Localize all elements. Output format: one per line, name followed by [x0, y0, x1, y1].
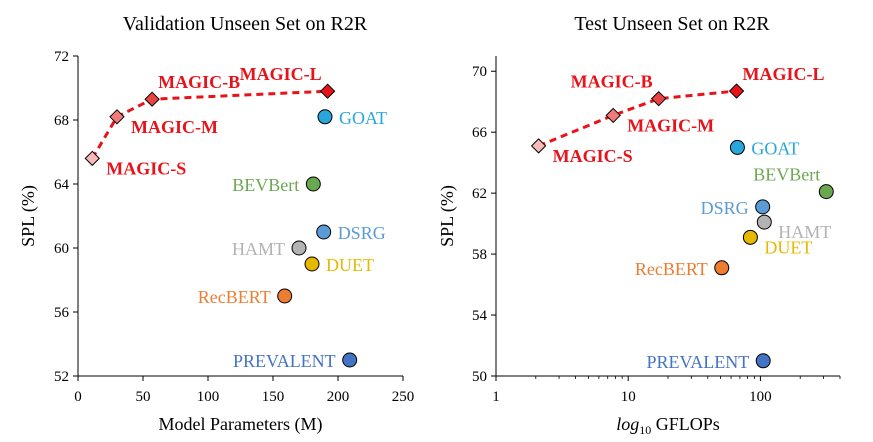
point-label-prevalent: PREVALENT: [647, 352, 750, 372]
y-tick-label: 72: [54, 49, 69, 65]
point-hamt: [291, 240, 307, 256]
chart-title: Validation Unseen Set on R2R: [123, 13, 368, 35]
y-tick-label: 60: [54, 241, 69, 257]
point-label-goat: GOAT: [751, 138, 799, 158]
point-label-magic-b: MAGIC-B: [158, 72, 240, 92]
x-tick-label: 100: [197, 389, 220, 405]
x-tick-label: 150: [262, 389, 285, 405]
point-label-recbert: RecBERT: [198, 287, 271, 307]
point-magic-s: [84, 150, 101, 167]
x-tick-label: 50: [136, 389, 151, 405]
y-tick-label: 64: [54, 177, 70, 193]
point-label-magic-l: MAGIC-L: [240, 64, 322, 84]
point-label-duet: DUET: [764, 237, 812, 257]
x-axis-label: Model Parameters (M): [159, 414, 323, 435]
y-axis-label: SPL (%): [437, 185, 458, 247]
x-tick-label: 1: [492, 389, 500, 405]
x-tick-label: 200: [327, 389, 350, 405]
point-recbert: [714, 260, 730, 276]
x-axis-label-rest: GFLOPs: [651, 414, 720, 434]
x-tick-label: 10: [621, 389, 636, 405]
point-prevalent: [342, 352, 358, 368]
x-tick-label: 100: [749, 389, 772, 405]
y-axis-label: SPL (%): [18, 185, 39, 247]
point-magic-l: [728, 83, 745, 99]
point-label-bevbert: BEVBert: [753, 165, 820, 185]
point-label-dsrg: DSRG: [338, 223, 386, 243]
chart-panel-2: Test Unseen Set on R2R 50 54 58 62 66 70 1 10 100…: [437, 13, 841, 437]
y-tick-label: 56: [54, 305, 70, 321]
point-label-goat: GOAT: [339, 108, 387, 128]
point-bevbert: [305, 176, 321, 192]
point-label-recbert: RecBERT: [635, 259, 708, 279]
y-tick-label: 70: [472, 64, 487, 80]
point-duet: [304, 256, 320, 272]
y-tick-label: 62: [472, 186, 487, 202]
y-tick-label: 50: [472, 369, 487, 385]
point-magic-b: [144, 91, 160, 107]
point-hamt: [756, 214, 772, 230]
point-recbert: [277, 288, 293, 304]
y-tick-label: 54: [472, 308, 488, 324]
x-axis-label-log: log: [616, 414, 639, 434]
point-label-magic-s: MAGIC-S: [553, 146, 633, 166]
chart-title: Test Unseen Set on R2R: [574, 13, 770, 35]
point-label-magic-b: MAGIC-B: [571, 72, 653, 92]
y-tick-label: 58: [472, 247, 487, 263]
point-magic-b: [650, 90, 667, 107]
point-label-prevalent: PREVALENT: [233, 351, 336, 371]
magic-series-line: [91, 89, 328, 160]
chart-panel-1: Validation Unseen Set on R2R 52 56 60 64 68 72…: [18, 13, 414, 435]
point-dsrg: [755, 199, 771, 215]
point-magic-s: [530, 138, 547, 154]
point-goat: [729, 139, 745, 155]
y-tick-label: 68: [54, 113, 69, 129]
point-label-magic-m: MAGIC-M: [627, 115, 714, 135]
point-label-magic-l: MAGIC-L: [743, 64, 825, 84]
point-label-magic-m: MAGIC-M: [131, 117, 218, 137]
point-prevalent: [755, 353, 771, 369]
point-magic-l: [319, 83, 336, 99]
point-label-dsrg: DSRG: [701, 198, 749, 218]
point-goat: [317, 109, 333, 125]
point-label-magic-s: MAGIC-S: [106, 158, 186, 178]
y-tick-label: 52: [54, 369, 69, 385]
x-tick-label: 0: [74, 389, 82, 405]
point-duet: [742, 229, 758, 245]
y-tick-label: 66: [472, 125, 488, 141]
point-label-duet: DUET: [326, 255, 374, 275]
point-bevbert: [818, 184, 834, 200]
x-axis-label-sub: 10: [639, 423, 651, 437]
magic-series-line: [538, 89, 737, 148]
point-label-hamt: HAMT: [232, 239, 285, 259]
point-dsrg: [316, 224, 332, 240]
x-axis-label: log10 GFLOPs: [616, 414, 720, 437]
x-tick-label: 250: [392, 389, 415, 405]
point-magic-m: [109, 109, 125, 125]
point-magic-m: [605, 107, 621, 124]
point-label-hamt: HAMT: [778, 222, 831, 242]
point-label-bevbert: BEVBert: [232, 175, 299, 195]
